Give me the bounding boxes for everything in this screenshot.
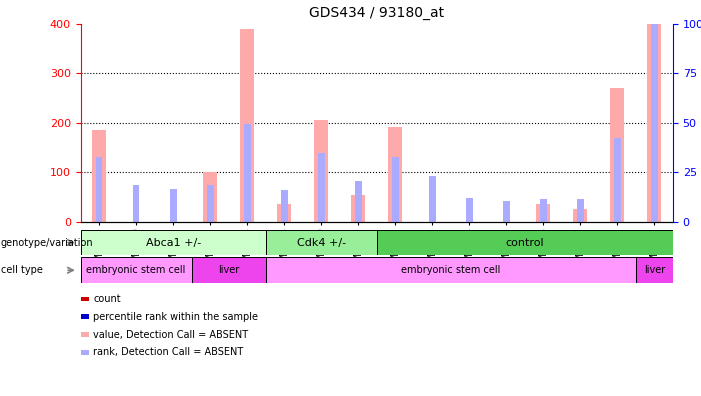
Bar bbox=[392, 157, 399, 222]
Bar bbox=[191, 257, 266, 283]
Bar bbox=[355, 181, 362, 222]
Bar bbox=[281, 190, 287, 222]
Bar bbox=[351, 194, 365, 222]
Text: Cdk4 +/-: Cdk4 +/- bbox=[297, 238, 346, 248]
Bar bbox=[540, 200, 547, 222]
Bar bbox=[377, 230, 673, 255]
Text: count: count bbox=[93, 294, 121, 304]
Bar bbox=[81, 230, 266, 255]
Text: embryonic stem cell: embryonic stem cell bbox=[86, 265, 186, 275]
Bar bbox=[314, 120, 328, 222]
Text: control: control bbox=[505, 238, 544, 248]
Text: embryonic stem cell: embryonic stem cell bbox=[401, 265, 501, 275]
Bar bbox=[244, 124, 250, 222]
Bar bbox=[92, 130, 106, 222]
Bar bbox=[318, 153, 325, 222]
Text: rank, Detection Call = ABSENT: rank, Detection Call = ABSENT bbox=[93, 347, 243, 358]
Bar bbox=[577, 200, 584, 222]
Bar bbox=[651, 24, 658, 222]
Text: liver: liver bbox=[644, 265, 665, 275]
Title: GDS434 / 93180_at: GDS434 / 93180_at bbox=[309, 6, 444, 20]
Bar bbox=[207, 185, 214, 222]
Bar bbox=[503, 201, 510, 222]
Bar bbox=[170, 188, 177, 222]
Text: genotype/variation: genotype/variation bbox=[1, 238, 93, 248]
Bar bbox=[132, 185, 139, 222]
Bar bbox=[429, 176, 435, 222]
Bar bbox=[388, 127, 402, 222]
Bar bbox=[648, 24, 662, 222]
Text: liver: liver bbox=[218, 265, 239, 275]
Text: cell type: cell type bbox=[1, 265, 43, 275]
Bar bbox=[614, 138, 621, 222]
Bar bbox=[240, 29, 254, 222]
Bar bbox=[277, 204, 292, 222]
Bar bbox=[536, 204, 550, 222]
Bar bbox=[96, 157, 102, 222]
Bar bbox=[266, 257, 636, 283]
Text: percentile rank within the sample: percentile rank within the sample bbox=[93, 312, 258, 322]
Bar bbox=[466, 198, 472, 222]
Text: Abca1 +/-: Abca1 +/- bbox=[146, 238, 200, 248]
Bar bbox=[81, 257, 191, 283]
Bar bbox=[266, 230, 377, 255]
Bar bbox=[203, 172, 217, 222]
Bar bbox=[636, 257, 673, 283]
Text: value, Detection Call = ABSENT: value, Detection Call = ABSENT bbox=[93, 329, 248, 340]
Bar bbox=[573, 209, 587, 222]
Bar bbox=[611, 88, 625, 222]
